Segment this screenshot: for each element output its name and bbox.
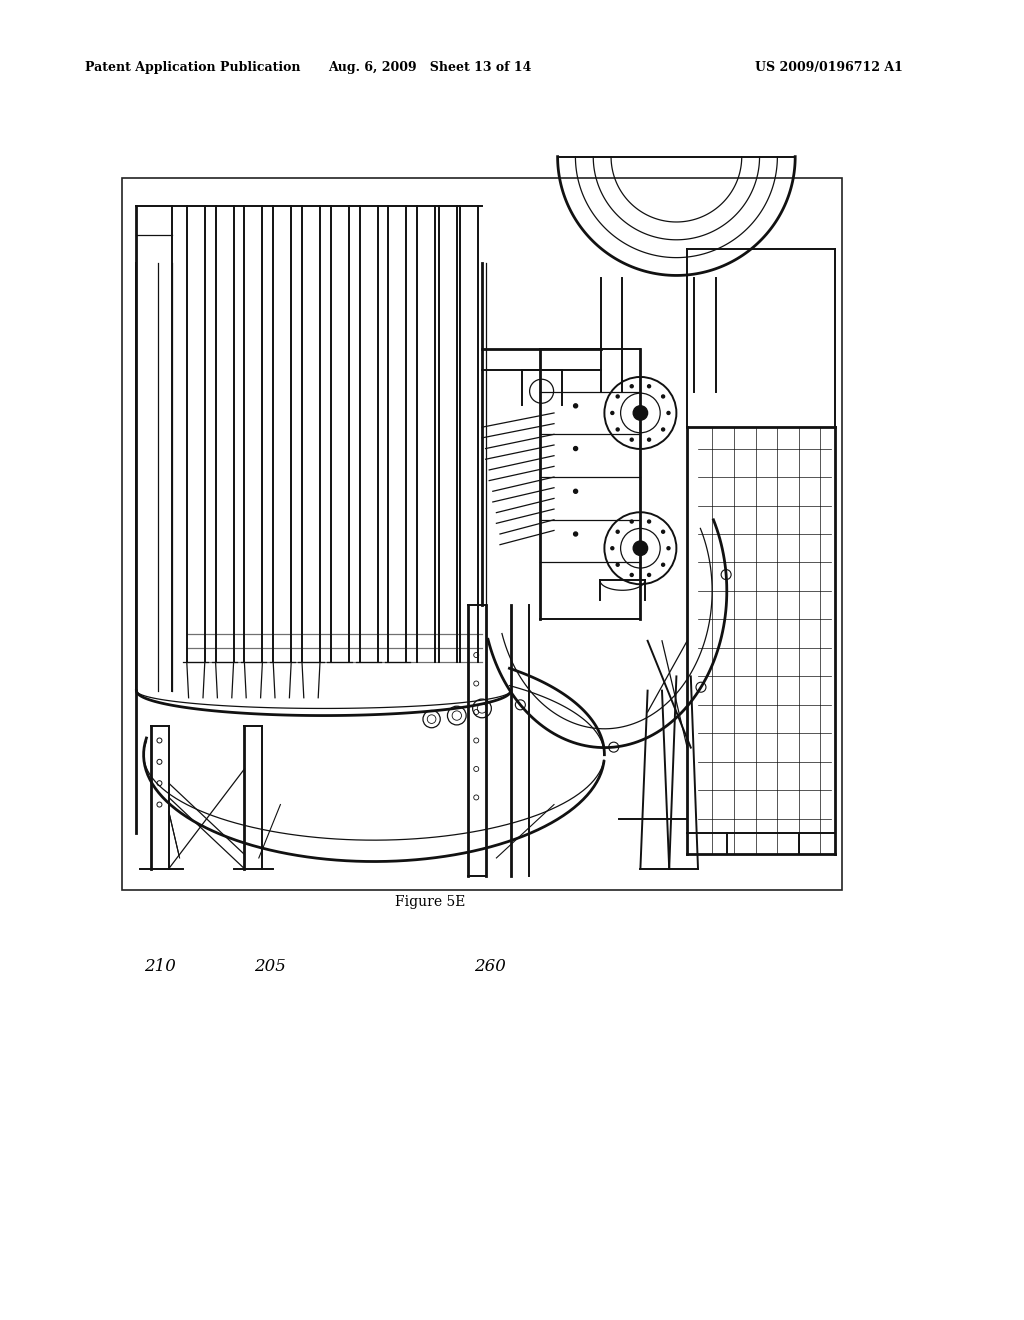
Circle shape bbox=[662, 564, 665, 566]
Text: Patent Application Publication: Patent Application Publication bbox=[85, 62, 300, 74]
Circle shape bbox=[647, 573, 650, 577]
Text: US 2009/0196712 A1: US 2009/0196712 A1 bbox=[755, 62, 903, 74]
Circle shape bbox=[630, 573, 633, 577]
Circle shape bbox=[616, 395, 620, 397]
Circle shape bbox=[667, 412, 670, 414]
Circle shape bbox=[662, 428, 665, 430]
Circle shape bbox=[662, 395, 665, 397]
Text: 205: 205 bbox=[254, 958, 286, 975]
Circle shape bbox=[647, 384, 650, 388]
Bar bbox=[122, 178, 842, 890]
Circle shape bbox=[647, 520, 650, 523]
Circle shape bbox=[647, 438, 650, 441]
Circle shape bbox=[616, 428, 620, 430]
Circle shape bbox=[630, 438, 633, 441]
Circle shape bbox=[633, 405, 647, 420]
Circle shape bbox=[616, 531, 620, 533]
Circle shape bbox=[573, 532, 578, 536]
Circle shape bbox=[611, 412, 613, 414]
Circle shape bbox=[630, 384, 633, 388]
Circle shape bbox=[667, 546, 670, 549]
Text: 260: 260 bbox=[474, 958, 506, 975]
Text: 210: 210 bbox=[144, 958, 176, 975]
Circle shape bbox=[630, 520, 633, 523]
Circle shape bbox=[573, 404, 578, 408]
Circle shape bbox=[616, 564, 620, 566]
Text: Aug. 6, 2009   Sheet 13 of 14: Aug. 6, 2009 Sheet 13 of 14 bbox=[329, 62, 531, 74]
Circle shape bbox=[633, 541, 647, 556]
Circle shape bbox=[573, 490, 578, 494]
Text: Figure 5E: Figure 5E bbox=[395, 895, 465, 909]
Circle shape bbox=[611, 546, 613, 549]
Circle shape bbox=[662, 531, 665, 533]
Circle shape bbox=[573, 446, 578, 450]
